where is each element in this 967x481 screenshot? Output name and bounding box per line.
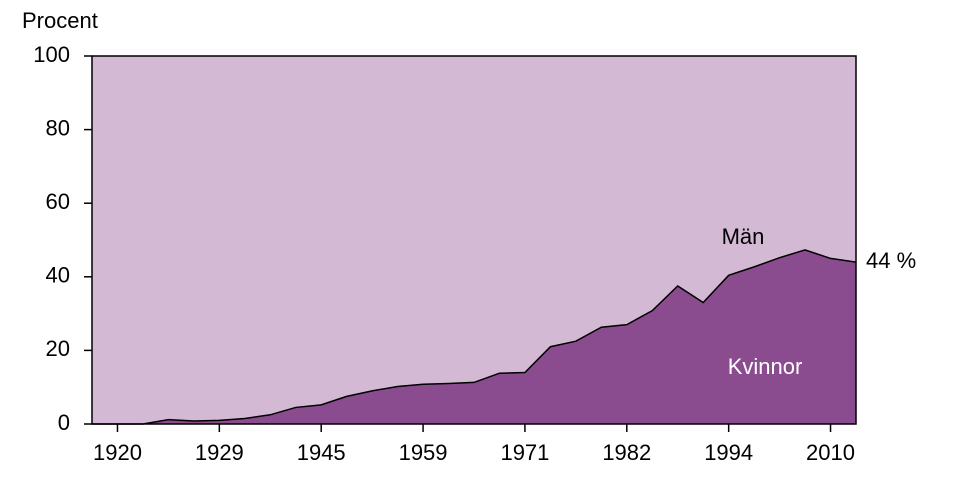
x-tick-label: 1971 [500,440,549,465]
boundary-line [92,249,857,425]
series-label: Kvinnor [728,354,803,379]
x-tick-label: 2010 [806,440,855,465]
y-tick-label: 60 [46,189,70,214]
x-tick-label: 1994 [704,440,753,465]
x-tick-label: 1945 [297,440,346,465]
x-tick-label: 1959 [399,440,448,465]
y-tick-label: 20 [46,336,70,361]
y-tick-label: 0 [58,410,70,435]
x-tick-label: 1920 [93,440,142,465]
area [92,56,856,424]
y-tick-label: 40 [46,263,70,288]
y-tick-label: 80 [46,115,70,140]
x-tick-label: 1929 [195,440,244,465]
y-tick-label: 100 [33,42,70,67]
plot-frame [91,55,857,425]
annotation: 44 % [866,248,916,273]
y-axis-label: Procent [22,8,98,33]
series-label: Män [722,224,765,249]
x-tick-label: 1982 [602,440,651,465]
area [92,249,856,424]
